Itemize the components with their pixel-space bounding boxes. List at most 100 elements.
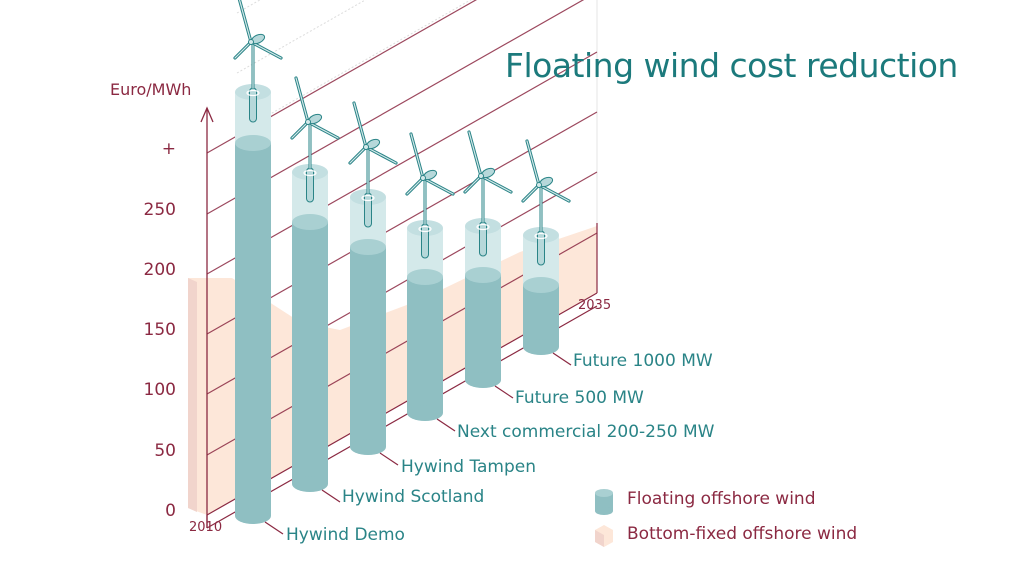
legend-bottom-fixed-label: Bottom-fixed offshore wind (627, 524, 858, 544)
waterline (361, 194, 375, 202)
turbine-blade-inner (410, 133, 424, 179)
turbine-hub (536, 182, 542, 188)
y-axis (200, 106, 214, 528)
waterline (534, 232, 548, 240)
cylinder-bottom (350, 439, 386, 455)
end-year-label: 2035 (578, 298, 612, 313)
cylinder-bottom (407, 405, 443, 421)
gridline (206, 0, 477, 154)
waterline (303, 169, 317, 177)
turbine-blade-inner (250, 41, 282, 59)
cylinder-top (407, 269, 443, 285)
y-tick-label: 250 (143, 200, 176, 220)
bottom-fixed-side (188, 278, 197, 512)
turbine-blade-inner (295, 77, 309, 123)
turbine-hub (363, 144, 369, 150)
turbine-hub (305, 119, 311, 125)
turbine-blade-inner (522, 184, 540, 202)
floating-bar (405, 132, 455, 421)
bar-label-hywind-demo: Hywind Demo (286, 525, 405, 545)
cylinder-icon (595, 493, 613, 511)
legend-floating-label: Floating offshore wind (627, 489, 816, 509)
turbine-blade-inner (365, 146, 397, 164)
cylinder-bottom (465, 372, 501, 388)
gridline (206, 51, 598, 275)
spar-buoy (249, 87, 257, 123)
start-year-label: 2010 (189, 520, 223, 535)
leader-line (494, 385, 514, 399)
floating-bar (463, 130, 513, 388)
cylinder-body (465, 275, 501, 380)
bar-label-future-500: Future 500 MW (515, 388, 644, 408)
cylinder-body (523, 285, 559, 347)
bar-label-hywind-tampen: Hywind Tampen (401, 457, 537, 477)
y-tick-label: + (161, 139, 176, 159)
turbine-blade-inner (538, 184, 570, 202)
gridline (206, 171, 598, 395)
cylinder-top (350, 239, 386, 255)
gridline (206, 0, 585, 215)
floating-bar (521, 139, 571, 355)
cylinder-icon-bottom (595, 507, 613, 515)
y-tick-label: 100 (143, 380, 176, 400)
cylinder-body (407, 277, 443, 413)
y-tick-label: 50 (154, 441, 176, 461)
cylinder-body (235, 143, 271, 516)
cylinder-bottom (235, 508, 271, 524)
turbine-blade-inner (526, 140, 540, 186)
legend-icons (595, 489, 613, 547)
floating-bar (348, 101, 398, 455)
waterline (476, 223, 490, 231)
bar-label-next-commercial: Next commercial 200-250 MW (457, 422, 715, 442)
turbine-blade-inner (406, 177, 424, 195)
cylinder-bottom (292, 476, 328, 492)
y-tick-label: 150 (143, 320, 176, 340)
turbine-blade-inner (480, 175, 512, 193)
spar-buoy (306, 167, 314, 203)
cylinder-top (235, 135, 271, 151)
turbine-blade-inner (422, 177, 454, 195)
turbine-blade-inner (234, 41, 252, 59)
back-wall-line (236, 0, 261, 14)
cylinder-top (523, 277, 559, 293)
leader-line (436, 418, 456, 432)
leader-lines (264, 352, 572, 535)
turbine-blade-inner (468, 131, 482, 177)
y-tick-label: 0 (165, 501, 176, 521)
floating-bar (290, 76, 340, 492)
cylinder-top (292, 214, 328, 230)
floating-bar (233, 0, 283, 524)
spar-buoy (364, 192, 372, 228)
waterline (418, 225, 432, 233)
spar-buoy (479, 221, 487, 257)
spar-buoy (421, 223, 429, 259)
turbine-hub (248, 39, 254, 45)
turbine-hub (420, 175, 426, 181)
turbine-blade-inner (353, 102, 367, 148)
cylinder-bottom (523, 339, 559, 355)
leader-line (552, 352, 572, 366)
gridline (206, 111, 598, 335)
chart-title: Floating wind cost reduction (505, 46, 958, 85)
turbine-blade-inner (238, 0, 252, 43)
bar-label-future-1000: Future 1000 MW (573, 351, 713, 371)
leader-line (264, 521, 284, 535)
turbine-blade-inner (307, 121, 339, 139)
y-axis-arrow-icon (200, 106, 214, 123)
waterline (246, 89, 260, 97)
y-axis-unit: Euro/MWh (110, 80, 192, 99)
cube-icon-side (595, 530, 604, 547)
leader-line (379, 452, 399, 466)
turbine-blade-inner (464, 175, 482, 193)
bar-label-hywind-scotland: Hywind Scotland (342, 487, 485, 507)
turbine-blade-inner (291, 121, 309, 139)
turbine-hub (478, 173, 484, 179)
back-wall-line (236, 0, 367, 74)
y-tick-label: 200 (143, 260, 176, 280)
cylinder-body (350, 247, 386, 447)
cylinder-body (292, 222, 328, 484)
turbine-blade-inner (349, 146, 367, 164)
cylinder-top (465, 267, 501, 283)
bars (233, 0, 571, 524)
